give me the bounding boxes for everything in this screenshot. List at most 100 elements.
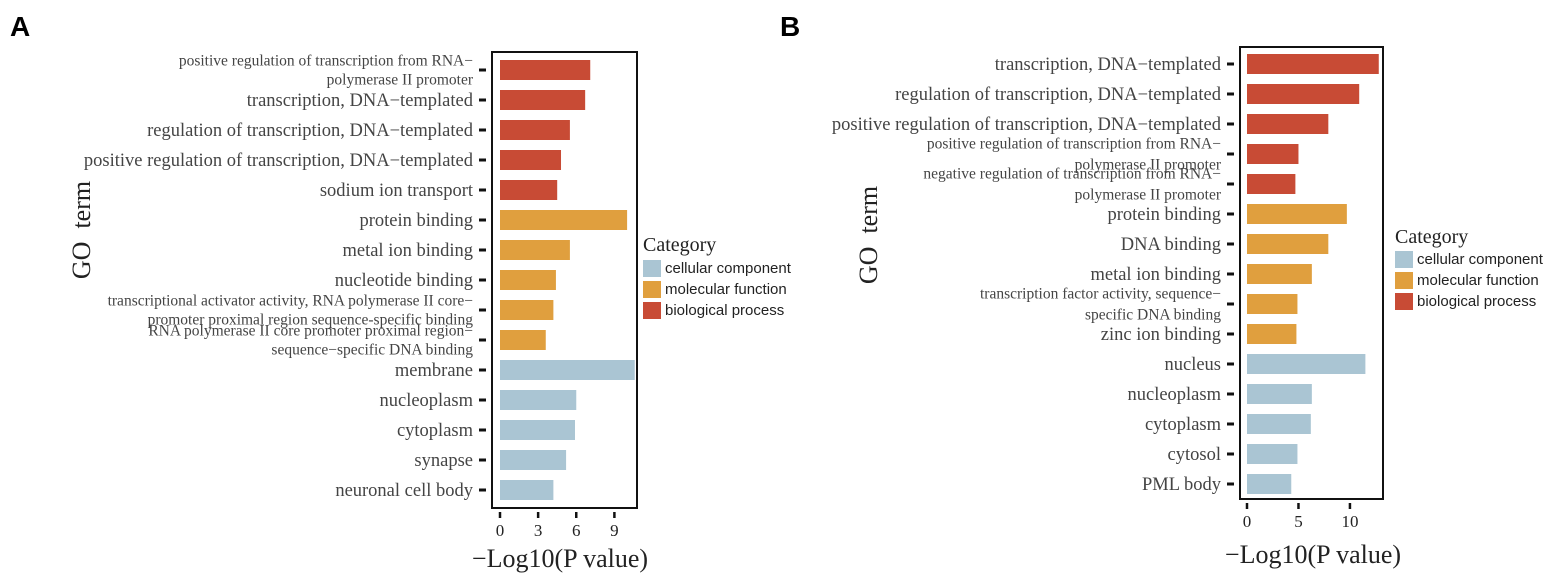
panel-a-x-ticks: 0 3 6 9 (496, 512, 619, 540)
y-tick-label-line: positive regulation of transcription fro… (927, 136, 1221, 153)
panel-b-x-axis-title: −Log10(P value) (1225, 540, 1401, 569)
legend-label-a-0: cellular component (665, 260, 792, 277)
bar-b-13 (1247, 444, 1298, 464)
x-tick-label-b-1: 5 (1294, 512, 1303, 531)
y-tick-label-a-6: metal ion binding (342, 241, 473, 261)
panel-b: B transcription, DNA−templated regulation… (780, 11, 1544, 569)
x-tick-label-a-1: 3 (534, 521, 543, 540)
bar-b-7 (1247, 264, 1312, 284)
y-tick-label-b-6: DNA binding (1121, 235, 1221, 255)
bar-b-9 (1247, 324, 1297, 344)
panel-a-bars (500, 60, 635, 500)
bar-a-6 (500, 240, 570, 260)
bar-b-4 (1247, 174, 1296, 194)
y-tick-label-line: promoter proximal region sequence-specif… (148, 312, 474, 329)
legend-label-b-0: cellular component (1417, 251, 1544, 268)
bar-a-7 (500, 270, 556, 290)
y-tick-label-line: RNA polymerase II core promoter proximal… (148, 323, 473, 340)
y-tick-label-a-13: synapse (414, 451, 473, 471)
y-tick-label-b-0: transcription, DNA−templated (995, 55, 1222, 75)
bar-b-12 (1247, 414, 1311, 434)
bar-a-4 (500, 180, 558, 200)
y-tick-label-line: polymerase II promoter (1075, 187, 1222, 204)
y-tick-label-b-1: regulation of transcription, DNA−templat… (895, 85, 1222, 105)
legend-label-b-2: biological process (1417, 293, 1536, 310)
panel-b-plot-frame (1239, 46, 1384, 500)
bar-b-5 (1247, 204, 1347, 224)
y-tick-label-b-14: PML body (1142, 475, 1222, 495)
x-tick-label-a-2: 6 (572, 521, 581, 540)
panel-a: A positive regulation of transcription f… (10, 11, 792, 573)
x-tick-label-a-3: 9 (610, 521, 619, 540)
y-tick-label-a-9: RNA polymerase II core promoter proximal… (148, 323, 473, 359)
panel-b-legend-title: Category (1395, 226, 1468, 248)
bar-a-3 (500, 150, 562, 170)
y-tick-label-a-0: positive regulation of transcription fro… (179, 53, 474, 89)
bar-b-10 (1247, 354, 1366, 374)
bar-b-1 (1247, 84, 1360, 104)
y-tick-label-a-14: neuronal cell body (335, 481, 473, 501)
panel-a-legend: Category cellular component molecular fun… (643, 234, 792, 319)
y-tick-label-line: transcriptional activator activity, RNA … (108, 293, 473, 310)
y-tick-label-b-11: nucleoplasm (1127, 385, 1221, 405)
y-tick-label-b-5: protein binding (1107, 205, 1221, 225)
bar-a-5 (500, 210, 628, 230)
panel-a-y-ticks: positive regulation of transcription fro… (84, 53, 486, 501)
y-tick-label-line: polymerase II promoter (1075, 157, 1222, 174)
legend-swatch-a-0 (643, 260, 661, 277)
panel-a-plot-frame (491, 51, 638, 509)
bar-b-3 (1247, 144, 1299, 164)
y-tick-label-b-9: zinc ion binding (1101, 325, 1221, 345)
x-tick-label-b-0: 0 (1243, 512, 1252, 531)
bar-a-14 (500, 480, 554, 500)
y-tick-label-a-4: sodium ion transport (320, 181, 474, 201)
y-tick-label-b-2: positive regulation of transcription, DN… (832, 115, 1222, 135)
y-tick-label-line: specific DNA binding (1085, 307, 1221, 324)
y-tick-label-a-2: regulation of transcription, DNA−templat… (147, 121, 474, 141)
legend-swatch-b-0 (1395, 251, 1413, 268)
y-tick-label-b-10: nucleus (1164, 355, 1221, 375)
legend-swatch-a-2 (643, 302, 661, 319)
legend-label-a-1: molecular function (665, 281, 787, 298)
y-tick-label-line: negative regulation of transcription fro… (923, 166, 1221, 183)
legend-swatch-b-1 (1395, 272, 1413, 289)
panel-b-y-axis-title: GO term (854, 186, 883, 284)
panel-a-legend-title: Category (643, 234, 716, 256)
bar-b-6 (1247, 234, 1329, 254)
bar-b-11 (1247, 384, 1312, 404)
panel-a-x-axis-title: −Log10(P value) (472, 544, 648, 573)
legend-swatch-a-1 (643, 281, 661, 298)
x-tick-label-b-2: 10 (1341, 512, 1358, 531)
y-tick-label-b-12: cytoplasm (1145, 415, 1222, 435)
y-tick-label-b-8: transcription factor activity, sequence−… (980, 286, 1221, 324)
bar-a-8 (500, 300, 554, 320)
y-tick-label-line: polymerase II promoter (327, 72, 474, 89)
panel-b-legend: Category cellular component molecular fun… (1395, 226, 1544, 310)
y-tick-label-a-10: membrane (395, 361, 473, 381)
bar-b-14 (1247, 474, 1292, 494)
bar-a-9 (500, 330, 546, 350)
bar-a-13 (500, 450, 567, 470)
y-tick-label-b-7: metal ion binding (1090, 265, 1221, 285)
y-tick-label-a-8: transcriptional activator activity, RNA … (108, 293, 474, 329)
panel-b-letter: B (780, 11, 800, 42)
panel-a-y-axis-title: GO term (67, 181, 96, 279)
y-tick-label-a-1: transcription, DNA−templated (247, 91, 474, 111)
bar-a-11 (500, 390, 577, 410)
panel-b-y-ticks: transcription, DNA−templated regulation o… (832, 55, 1234, 495)
y-tick-label-b-13: cytosol (1168, 445, 1221, 465)
bar-a-0 (500, 60, 591, 80)
x-tick-label-a-0: 0 (496, 521, 505, 540)
y-tick-label-a-12: cytoplasm (397, 421, 474, 441)
y-tick-label-b-3: positive regulation of transcription fro… (927, 136, 1222, 174)
bar-a-12 (500, 420, 575, 440)
panel-b-x-ticks: 0 5 10 (1243, 503, 1358, 531)
y-tick-label-line: sequence−specific DNA binding (271, 342, 473, 359)
y-tick-label-line: transcription factor activity, sequence− (980, 286, 1221, 303)
bar-a-2 (500, 120, 570, 140)
panel-a-letter: A (10, 11, 30, 42)
bar-b-0 (1247, 54, 1379, 74)
legend-label-b-1: molecular function (1417, 272, 1539, 289)
legend-swatch-b-2 (1395, 293, 1413, 310)
